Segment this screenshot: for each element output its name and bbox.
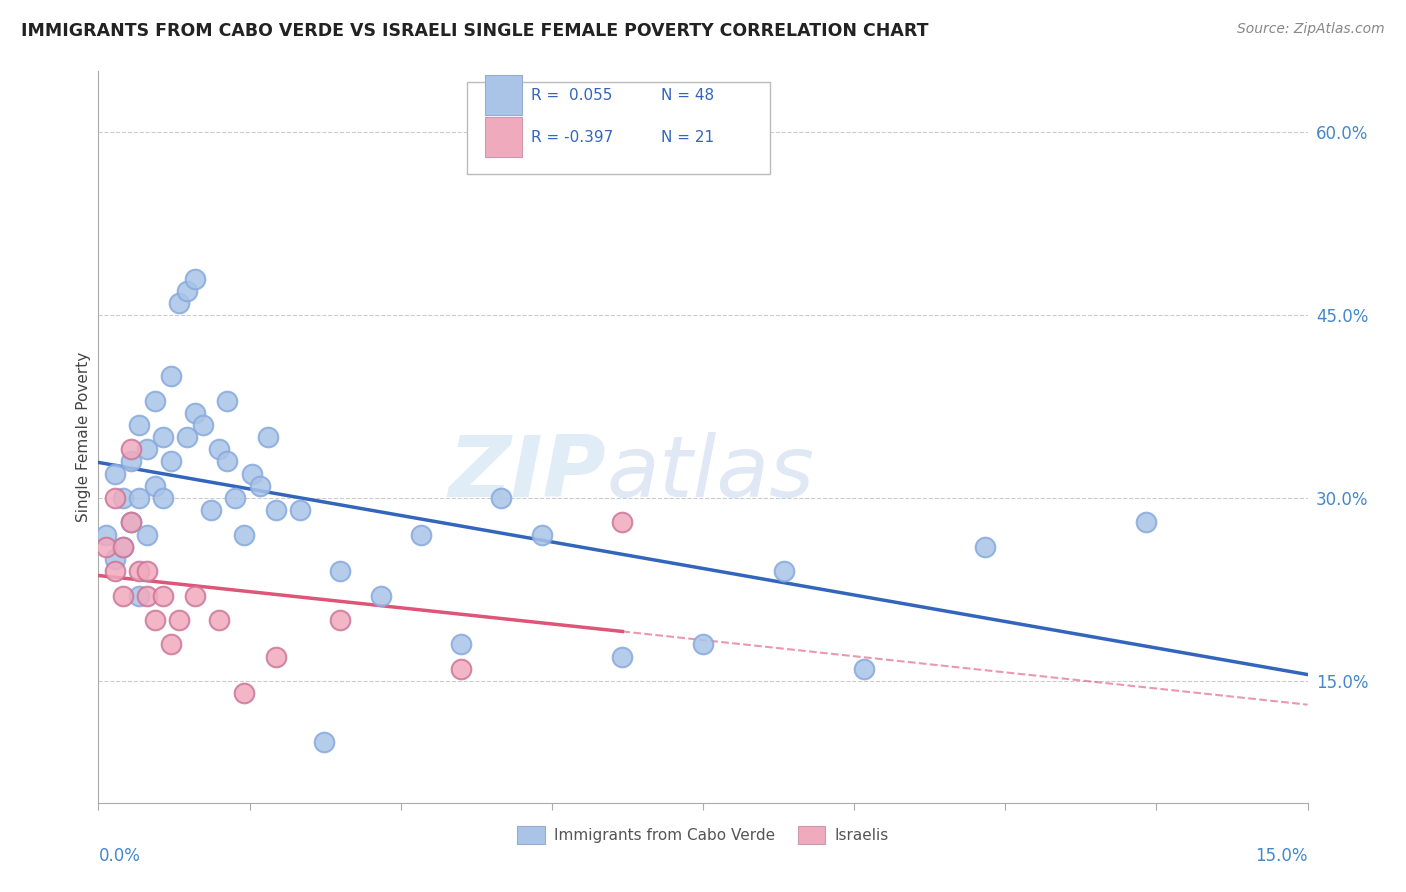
Point: [167, 296, 190, 310]
Point: [103, 491, 125, 505]
Point: [111, 491, 134, 505]
Point: [152, 491, 174, 505]
Point: [184, 271, 207, 285]
Point: [288, 503, 311, 517]
Point: [96, 540, 118, 554]
Point: [120, 442, 142, 457]
Point: [152, 589, 174, 603]
Text: N = 21: N = 21: [661, 130, 714, 145]
Text: R = -0.397: R = -0.397: [531, 130, 613, 145]
Point: [184, 406, 207, 420]
Text: R =  0.055: R = 0.055: [531, 87, 613, 103]
Point: [111, 540, 134, 554]
Point: [370, 589, 392, 603]
Point: [217, 393, 239, 408]
Text: Source: ZipAtlas.com: Source: ZipAtlas.com: [1237, 22, 1385, 37]
Legend: Immigrants from Cabo Verde, Israelis: Immigrants from Cabo Verde, Israelis: [510, 820, 896, 850]
Text: atlas: atlas: [606, 432, 814, 516]
Point: [450, 637, 472, 651]
Text: 0.0%: 0.0%: [98, 847, 141, 864]
Point: [249, 479, 271, 493]
Point: [612, 516, 634, 530]
Point: [128, 417, 150, 432]
Point: [409, 527, 432, 541]
Point: [224, 491, 246, 505]
Point: [128, 491, 150, 505]
Point: [143, 393, 166, 408]
Point: [264, 503, 287, 517]
Text: ZIP: ZIP: [449, 432, 606, 516]
Point: [167, 613, 190, 627]
Point: [111, 589, 134, 603]
Point: [111, 540, 134, 554]
Point: [256, 430, 278, 444]
Point: [103, 552, 125, 566]
Point: [1135, 516, 1157, 530]
Point: [135, 564, 157, 578]
Point: [329, 613, 352, 627]
Point: [853, 662, 876, 676]
Point: [329, 564, 352, 578]
Point: [135, 442, 157, 457]
Point: [135, 589, 157, 603]
Text: IMMIGRANTS FROM CABO VERDE VS ISRAELI SINGLE FEMALE POVERTY CORRELATION CHART: IMMIGRANTS FROM CABO VERDE VS ISRAELI SI…: [21, 22, 928, 40]
Point: [103, 564, 125, 578]
Bar: [485, 117, 522, 158]
Point: [120, 516, 142, 530]
Point: [208, 613, 231, 627]
Point: [160, 637, 183, 651]
Bar: [485, 75, 522, 115]
Point: [152, 430, 174, 444]
Point: [208, 442, 231, 457]
Point: [160, 454, 183, 468]
Point: [96, 527, 118, 541]
Y-axis label: Single Female Poverty: Single Female Poverty: [76, 352, 91, 522]
Point: [160, 369, 183, 384]
Point: [120, 454, 142, 468]
Point: [128, 564, 150, 578]
Point: [135, 527, 157, 541]
Point: [200, 503, 222, 517]
Point: [128, 589, 150, 603]
Point: [491, 491, 513, 505]
Text: N = 48: N = 48: [661, 87, 714, 103]
Point: [193, 417, 215, 432]
Point: [692, 637, 714, 651]
Point: [184, 589, 207, 603]
Point: [314, 735, 336, 749]
Point: [103, 467, 125, 481]
Point: [232, 527, 254, 541]
Point: [772, 564, 794, 578]
Point: [530, 527, 553, 541]
Point: [217, 454, 239, 468]
Text: 15.0%: 15.0%: [1256, 847, 1308, 864]
Point: [264, 649, 287, 664]
Point: [450, 662, 472, 676]
Point: [176, 430, 198, 444]
Point: [143, 479, 166, 493]
Point: [143, 613, 166, 627]
Point: [612, 649, 634, 664]
FancyBboxPatch shape: [467, 82, 769, 174]
Point: [176, 284, 198, 298]
Point: [120, 516, 142, 530]
Point: [240, 467, 263, 481]
Point: [974, 540, 997, 554]
Point: [232, 686, 254, 700]
